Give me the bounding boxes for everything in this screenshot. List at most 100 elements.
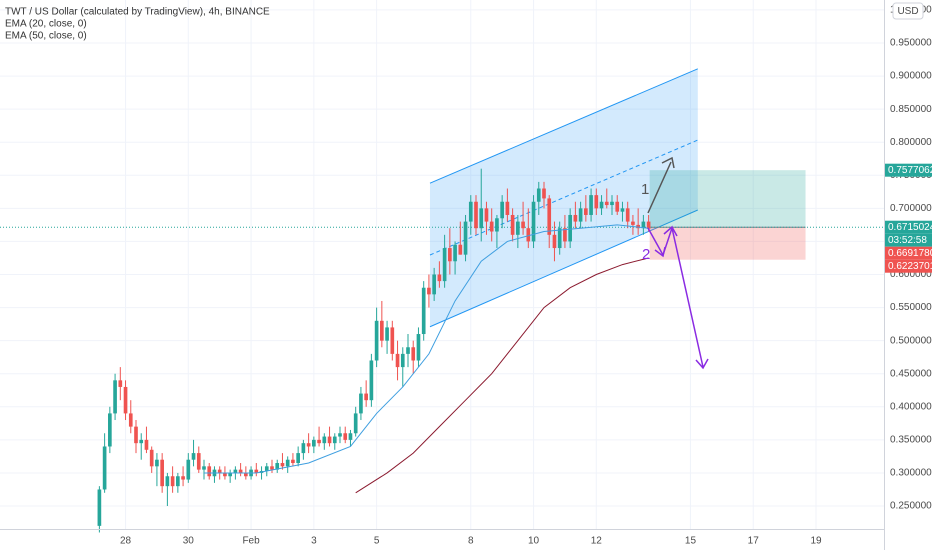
y-tick-label: 0.85000000 [890, 104, 932, 115]
drawings: 1 2 [641, 156, 709, 370]
candle-body [625, 208, 630, 222]
indicator-label: EMA (50, close, 0) [5, 31, 87, 42]
candle-body [296, 453, 300, 464]
arrow-head [661, 156, 675, 169]
candle-body [306, 443, 311, 447]
channel-upper [429, 68, 698, 184]
currency-button-bg[interactable] [892, 2, 924, 20]
candle-body [254, 469, 259, 473]
channel-lower [429, 209, 698, 328]
y-tick-label: 0.95000000 [890, 38, 932, 49]
currency-label[interactable]: USD [897, 6, 918, 17]
candle-body [505, 201, 510, 215]
y-tick-label: 0.70000000 [890, 203, 932, 214]
target-label-bg [885, 163, 932, 177]
candle-body [547, 198, 552, 235]
y-tick-label: 0.90000000 [890, 71, 932, 82]
candle-body [516, 221, 520, 235]
candle-body [291, 459, 295, 464]
countdown-label: 03:52:58 [888, 235, 927, 246]
entry-label: 0.67150247 [888, 222, 932, 233]
candle-body [542, 188, 546, 199]
candle-body [181, 476, 185, 480]
candle-body [500, 201, 504, 219]
entry-label-bg [885, 220, 932, 234]
y-tick-label: 0.55000000 [890, 302, 932, 313]
stop-label: 0.62237011 [888, 261, 932, 272]
x-tick-label: 28 [120, 536, 132, 547]
candle-body [531, 201, 536, 242]
candle-body [343, 433, 348, 440]
candle-body [584, 208, 588, 215]
arrow-down-path [647, 225, 704, 368]
candle-body [448, 248, 452, 262]
candle-body [207, 466, 212, 477]
candle-body [521, 221, 525, 229]
candle-body [223, 472, 227, 477]
candle-body [615, 201, 620, 212]
currency-button[interactable]: USD [892, 2, 924, 20]
candle-body [364, 393, 368, 401]
candle-body [568, 214, 572, 242]
candle-body [406, 347, 410, 354]
candle-body [244, 472, 248, 477]
candle-body [463, 221, 468, 255]
candle-body [359, 393, 363, 414]
y-tick-label: 0.25000000 [890, 501, 932, 512]
candle-body [301, 443, 306, 454]
x-tick-label: Feb [242, 536, 260, 547]
candle-body [421, 287, 426, 335]
candle-body [369, 360, 374, 401]
y-tick-label: 0.80000000 [890, 137, 932, 148]
candle-body [275, 463, 280, 470]
candle-body [102, 446, 107, 490]
candle-body [123, 386, 128, 414]
candle-body [348, 433, 353, 440]
candle-body [495, 218, 499, 232]
candle-body [510, 214, 515, 235]
candle-body [170, 476, 175, 487]
candle-body [155, 459, 159, 467]
candle-body [390, 327, 395, 354]
candle-body [134, 426, 138, 444]
candle-body [631, 221, 635, 225]
candle-body [332, 436, 337, 444]
y-tick-label: 0.35000000 [890, 435, 932, 446]
x-tick-label: 15 [685, 536, 697, 547]
candle-body [646, 221, 651, 229]
countdown-label-bg [885, 233, 932, 247]
candle-body [338, 433, 342, 437]
candle-body [186, 459, 191, 480]
candle-body [620, 208, 625, 212]
stop-label-bg [885, 259, 932, 273]
candle-body [411, 347, 416, 361]
x-tick-label: 17 [748, 536, 760, 547]
candle-body [563, 228, 567, 242]
x-tick-label: 8 [468, 536, 474, 547]
candle-body [536, 188, 541, 202]
candle-body [160, 459, 164, 487]
candle-body [589, 195, 593, 215]
profit-zone [649, 170, 806, 228]
candle-body [191, 453, 196, 460]
candle-body [176, 476, 180, 487]
x-tick-label: 12 [591, 536, 603, 547]
last-price-label-bg [885, 246, 932, 260]
candle-body [432, 274, 436, 295]
candle-body [165, 476, 170, 487]
candle-body [479, 208, 484, 229]
candle-body [437, 274, 442, 282]
candle-body [610, 201, 614, 206]
candle-body [139, 439, 144, 444]
candle-body [270, 466, 274, 470]
plot-area [0, 0, 884, 533]
candle-body [526, 228, 531, 242]
y-tick-label: 0.40000000 [890, 401, 932, 412]
candle-body [636, 224, 640, 229]
candle-body [118, 380, 123, 387]
y-tick-label: 0.60000000 [890, 269, 932, 280]
candle-body [374, 320, 379, 361]
candle-body [453, 244, 457, 262]
candle-body [400, 353, 405, 368]
annotation: 1 [641, 181, 649, 198]
